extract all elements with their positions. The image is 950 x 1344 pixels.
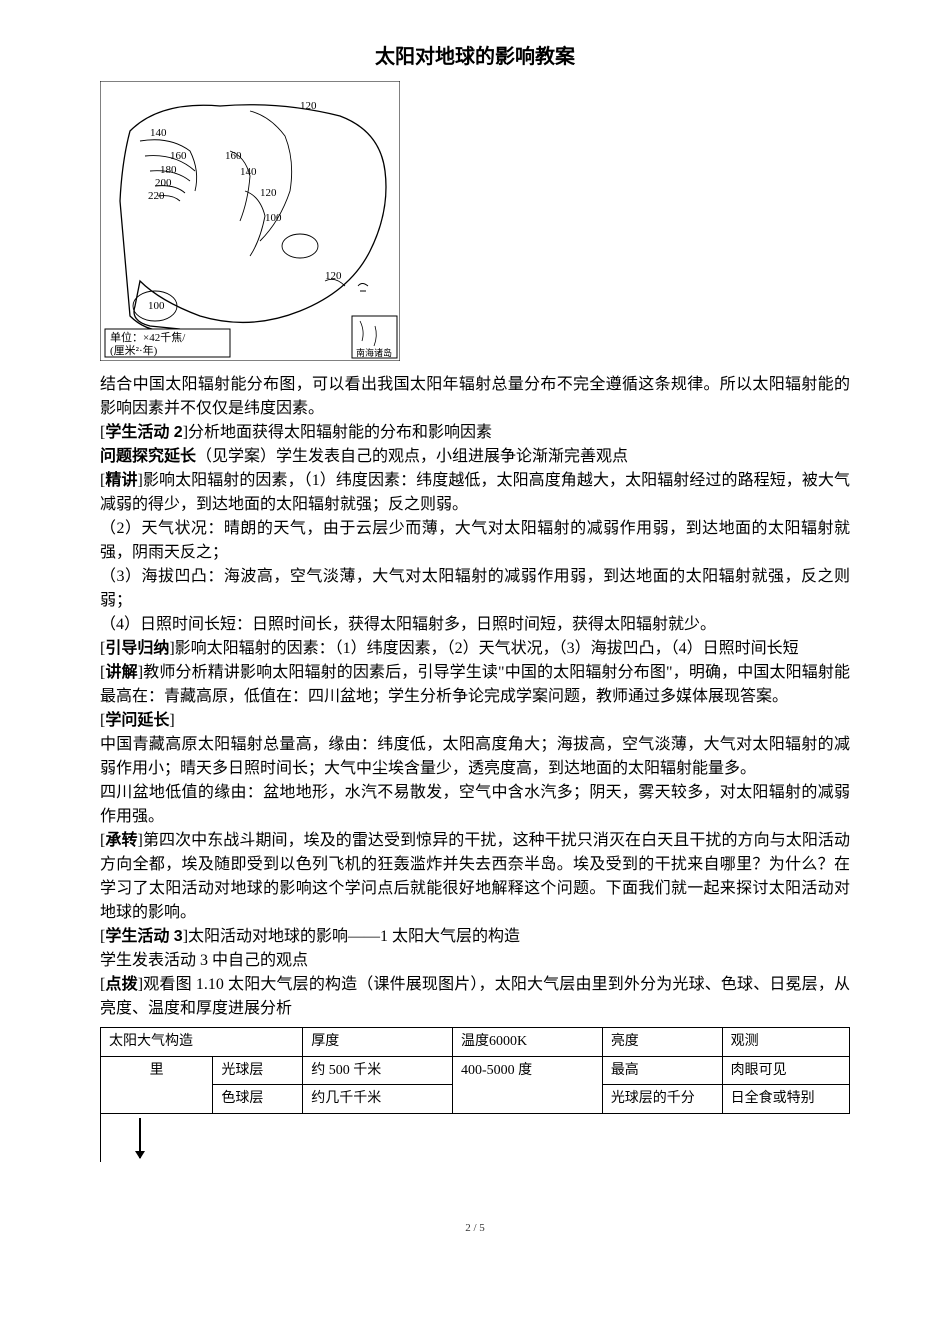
china-radiation-map: 120 140 160 180 200 220 160 140 120 100 … [100,81,400,361]
para-3: 问题探究延长（见学案）学生发表自己的观点，小组进展争论渐渐完善观点 [100,445,850,469]
para-14: [学生活动 3]太阳活动对地球的影响——1 太阳大气层的构造 [100,925,850,949]
th-structure: 太阳大气构造 [101,1028,303,1057]
para-12: 四川盆地低值的缘由：盆地地形，水汽不易散发，空气中含水汽多；阴天，雾天较多，对太… [100,781,850,829]
atmosphere-table: 太阳大气构造 厚度 温度6000K 亮度 观测 里 光球层 约 500 千米 4… [100,1027,850,1162]
contour-label: 180 [160,164,177,176]
para-15: 学生发表活动 3 中自己的观点 [100,949,850,973]
row-label-inner: 里 [101,1056,213,1113]
south-sea-label: 南海诸岛 [356,347,392,358]
contour-label: 200 [155,177,172,189]
para-1: 结合中国太阳辐射能分布图，可以看出我国太阳年辐射总量分布不完全遵循这条规律。所以… [100,373,850,421]
para-4: [精讲]影响太阳辐射的因素，（1）纬度因素：纬度越低，太阳高度角越大，太阳辐射经… [100,469,850,517]
cell-chromosphere: 色球层 [213,1085,303,1114]
para-13: [承转]第四次中东战斗期间，埃及的雷达受到惊异的干扰，这种干扰只消灭在白天且干扰… [100,829,850,925]
para-10: [学问延长] [100,709,850,733]
cell-temp-1: 400-5000 度 [453,1056,603,1113]
para-5: （2）天气状况：晴朗的天气，由于云层少而薄，大气对太阳辐射的减弱作用弱，到达地面… [100,517,850,565]
cell-thick-1: 约 500 千米 [303,1056,453,1085]
th-temp: 温度6000K [453,1028,603,1057]
cell-bright-1: 最高 [602,1056,722,1085]
contour-label: 100 [148,300,165,312]
para-6: （3）海拔凹凸：海波高，空气淡薄，大气对太阳辐射的减弱作用弱，到达地面的太阳辐射… [100,565,850,613]
contour-label: 120 [300,100,317,112]
cell-photosphere: 光球层 [213,1056,303,1085]
down-arrow-icon [139,1118,141,1158]
cell-obs-2: 日全食或特别 [722,1085,849,1114]
para-2: [学生活动 2]分析地面获得太阳辐射能的分布和影响因素 [100,421,850,445]
para-9: [讲解]教师分析精讲影响太阳辐射的因素后，引导学生读"中国的太阳辐射分布图"，明… [100,661,850,709]
arrow-cell [101,1113,213,1162]
map-unit-2: (厘米²·年) [110,343,158,357]
th-observe: 观测 [722,1028,849,1057]
contour-label: 140 [150,127,167,139]
contour-label: 220 [148,190,165,202]
cell-obs-1: 肉眼可见 [722,1056,849,1085]
th-thickness: 厚度 [303,1028,453,1057]
contour-label: 100 [265,212,282,224]
contour-label: 140 [240,166,257,178]
para-7: （4）日照时间长短：日照时间长，获得太阳辐射多，日照时间短，获得太阳辐射就少。 [100,613,850,637]
contour-label: 120 [325,270,342,282]
contour-label: 160 [170,150,187,162]
contour-label: 160 [225,150,242,162]
page-title: 太阳对地球的影响教案 [100,40,850,69]
map-unit-1: 单位：×42千焦/ [110,330,186,344]
para-8: [引导归纳]影响太阳辐射的因素：（1）纬度因素，（2）天气状况，（3）海拔凹凸，… [100,637,850,661]
cell-thick-2: 约几千千米 [303,1085,453,1114]
th-brightness: 亮度 [602,1028,722,1057]
contour-label: 120 [260,187,277,199]
para-16: [点拨]观看图 1.10 太阳大气层的构造（课件展现图片），太阳大气层由里到外分… [100,973,850,1021]
para-11: 中国青藏高原太阳辐射总量高，缘由：纬度低，太阳高度角大；海拔高，空气淡薄，大气对… [100,733,850,781]
page-footer: 2 / 5 [100,1222,850,1234]
cell-bright-2: 光球层的千分 [602,1085,722,1114]
